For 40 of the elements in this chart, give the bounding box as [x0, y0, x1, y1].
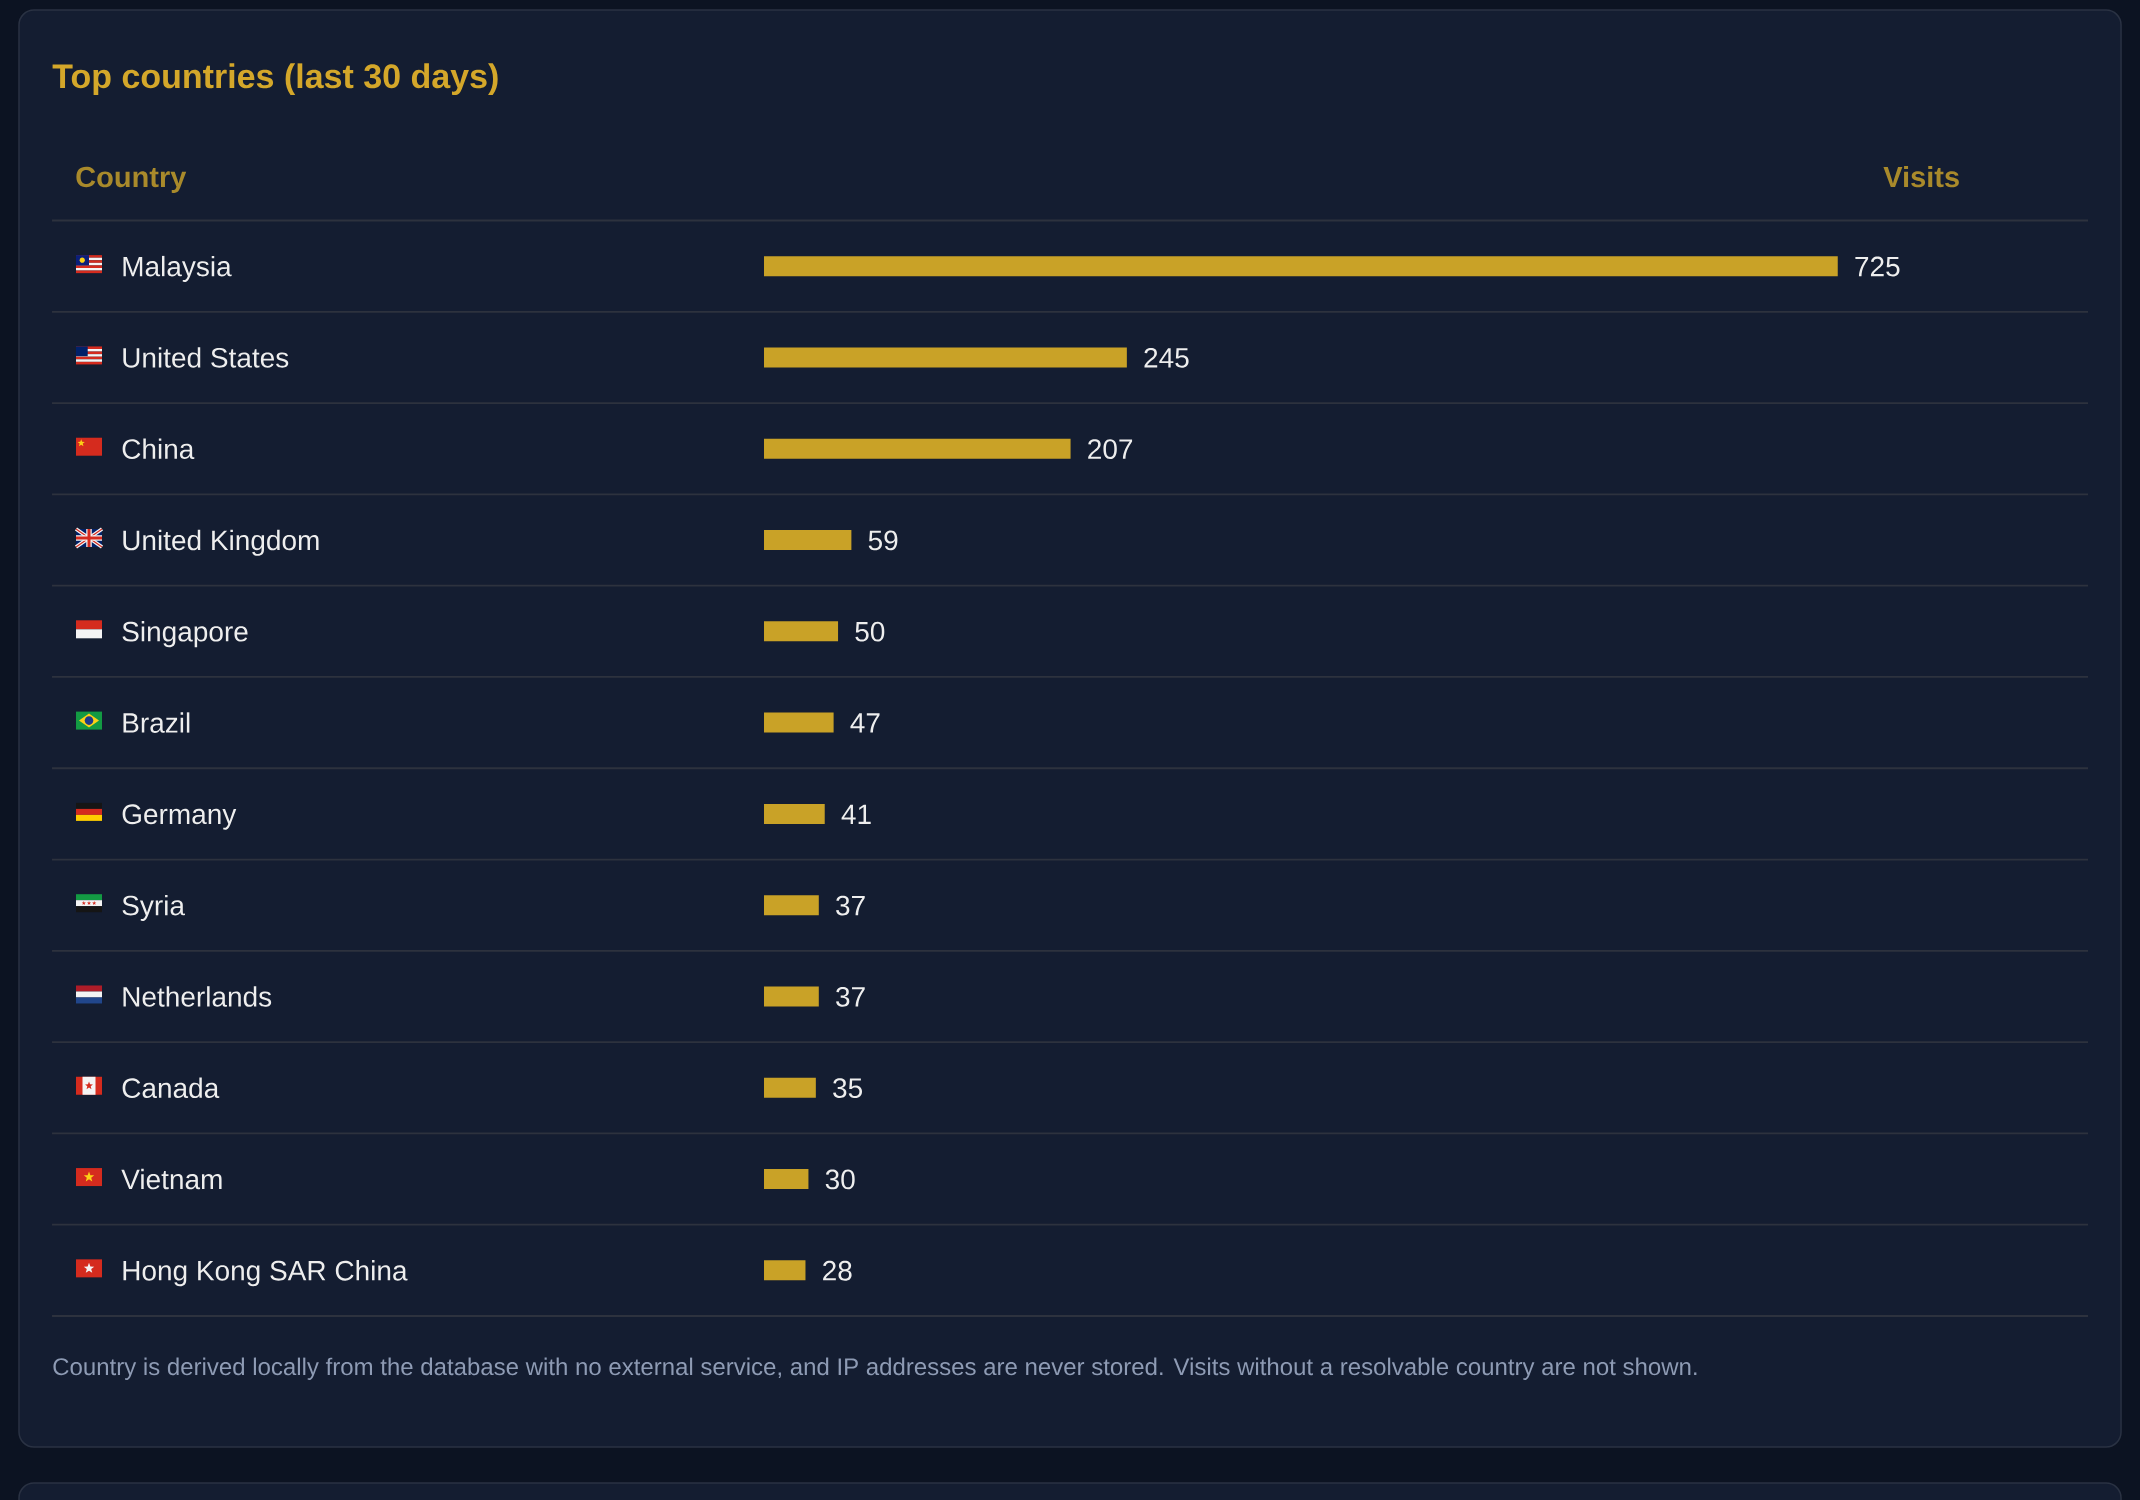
bar [764, 712, 834, 733]
y-tick-label: Vietnam [121, 1168, 222, 1190]
bar [764, 986, 819, 1007]
bar [764, 1077, 816, 1098]
y-axis-title: Country [76, 166, 187, 194]
text: Country is derived locally from the database with no external service, and IP addresses are never stored. Visits without a resolvable country are not shown. [53, 1357, 1697, 1380]
data-label: 35 [833, 1078, 863, 1099]
y-tick-label: Canada [122, 1077, 220, 1099]
data-label: 37 [836, 895, 865, 916]
bar [764, 803, 825, 824]
data-label: 59 [868, 530, 898, 551]
data-label: 207 [1088, 439, 1133, 460]
data-label: 47 [850, 713, 880, 733]
data-label: 725 [1855, 256, 1900, 277]
bar [764, 530, 852, 551]
y-tick-label: Netherlands [123, 986, 272, 1007]
bar [764, 1260, 806, 1281]
data-label: 30 [825, 1169, 855, 1190]
data-label: 28 [823, 1260, 852, 1281]
y-tick-label: Germany [122, 804, 237, 830]
y-tick-label: Hong Kong SAR China [123, 1260, 408, 1287]
bar [764, 438, 1071, 459]
x-axis-title: Visits [1883, 165, 1959, 188]
y-tick-label: Malaysia [123, 255, 232, 282]
y-tick-label: Syria [122, 894, 185, 921]
y-tick-label: Singapore [122, 621, 248, 648]
y-tick-label: Brazil [123, 712, 190, 733]
data-label: 245 [1144, 347, 1189, 368]
bar [764, 256, 1838, 277]
data-label: 37 [836, 986, 865, 1007]
text: Top countries (last 30 days) [52, 63, 498, 96]
y-tick-label: United Kingdom [123, 529, 319, 556]
bar [764, 347, 1127, 368]
data-label: 41 [841, 804, 871, 824]
data-label: 50 [855, 621, 885, 642]
bar [764, 621, 839, 642]
y-tick-label: United States [123, 347, 289, 368]
bar [764, 895, 819, 916]
bar [764, 1169, 809, 1190]
y-tick-label: China [122, 438, 195, 460]
